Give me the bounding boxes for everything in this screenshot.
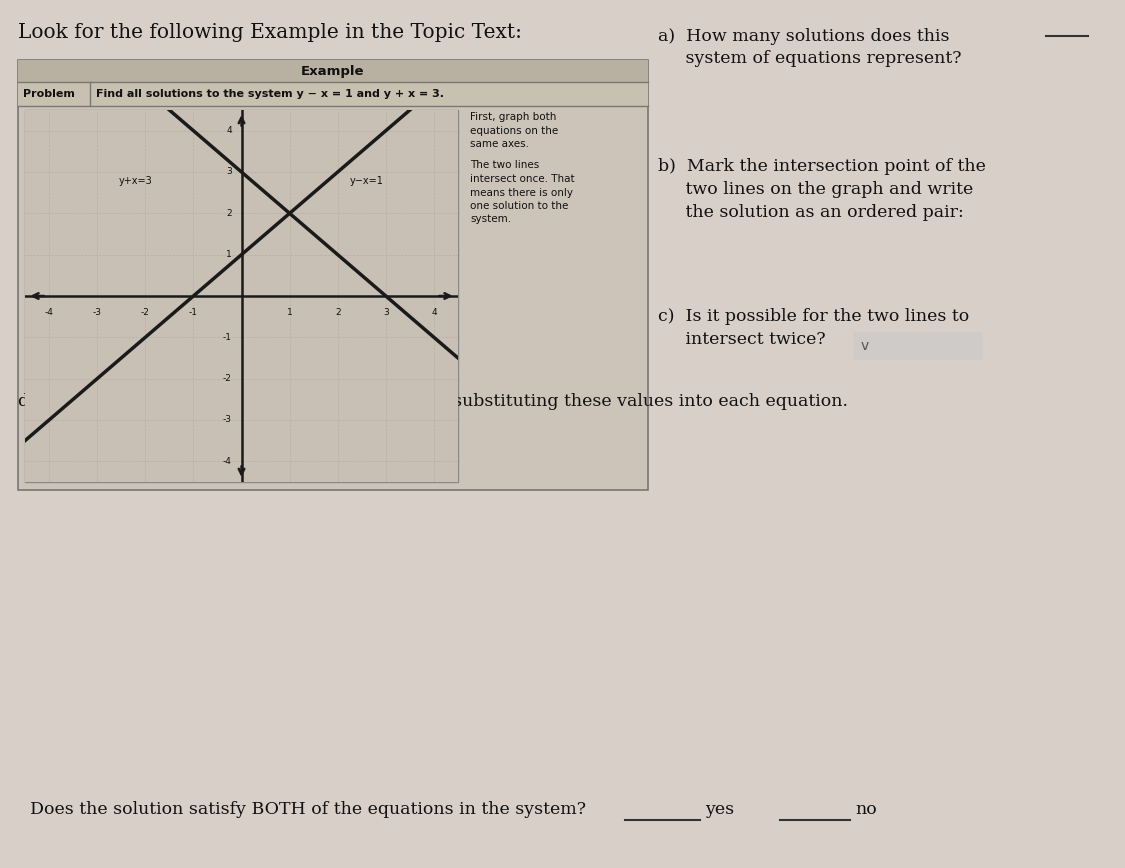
Bar bbox=[18, 60, 648, 490]
Text: Example: Example bbox=[302, 64, 364, 77]
Text: -3: -3 bbox=[92, 308, 101, 318]
Text: y−x=1: y−x=1 bbox=[350, 176, 384, 187]
Text: v: v bbox=[861, 339, 870, 353]
Text: Does the solution satisfy BOTH of the equations in the system?: Does the solution satisfy BOTH of the eq… bbox=[30, 801, 586, 818]
Text: same axes.: same axes. bbox=[470, 139, 529, 149]
Text: -2: -2 bbox=[141, 308, 150, 318]
Text: Problem: Problem bbox=[22, 89, 75, 99]
Text: Look for the following Example in the Topic Text:: Look for the following Example in the To… bbox=[18, 23, 522, 42]
Text: b)  Mark the intersection point of the: b) Mark the intersection point of the bbox=[658, 158, 986, 175]
Text: -3: -3 bbox=[223, 416, 232, 424]
Text: 2: 2 bbox=[226, 209, 232, 218]
Text: the solution as an ordered pair:: the solution as an ordered pair: bbox=[658, 204, 964, 221]
Text: The two lines: The two lines bbox=[470, 161, 539, 170]
Text: -2: -2 bbox=[223, 374, 232, 383]
Text: d)  Show the Algebraic check for this solution by substituting these values into: d) Show the Algebraic check for this sol… bbox=[18, 393, 848, 410]
Text: Find all solutions to the system y − x = 1 and y + x = 3.: Find all solutions to the system y − x =… bbox=[96, 89, 444, 99]
Text: one solution to the: one solution to the bbox=[470, 201, 568, 211]
Bar bbox=[18, 60, 648, 82]
Text: -4: -4 bbox=[223, 457, 232, 466]
Text: y+x=3: y+x=3 bbox=[119, 176, 153, 187]
Text: First, graph both: First, graph both bbox=[470, 112, 557, 122]
Text: yes: yes bbox=[705, 801, 735, 818]
Text: 1: 1 bbox=[226, 250, 232, 260]
Text: c)  Is it possible for the two lines to: c) Is it possible for the two lines to bbox=[658, 308, 970, 325]
Text: intersect twice?: intersect twice? bbox=[658, 331, 826, 348]
Text: 4: 4 bbox=[226, 126, 232, 135]
Text: -1: -1 bbox=[189, 308, 198, 318]
Text: 3: 3 bbox=[226, 168, 232, 176]
Text: a)  How many solutions does this: a) How many solutions does this bbox=[658, 28, 950, 45]
Text: equations on the: equations on the bbox=[470, 126, 558, 135]
Bar bbox=[853, 332, 983, 360]
Text: 2: 2 bbox=[335, 308, 341, 318]
Text: intersect once. That: intersect once. That bbox=[470, 174, 575, 184]
Text: 1: 1 bbox=[287, 308, 292, 318]
Text: 4: 4 bbox=[431, 308, 436, 318]
Text: -1: -1 bbox=[223, 332, 232, 342]
Text: no: no bbox=[855, 801, 876, 818]
Bar bbox=[25, 110, 458, 482]
Text: means there is only: means there is only bbox=[470, 187, 573, 198]
Text: 3: 3 bbox=[382, 308, 389, 318]
Text: system.: system. bbox=[470, 214, 511, 225]
Text: -4: -4 bbox=[45, 308, 54, 318]
Text: system of equations represent?: system of equations represent? bbox=[658, 50, 962, 67]
Text: two lines on the graph and write: two lines on the graph and write bbox=[658, 181, 973, 198]
Bar bbox=[18, 82, 648, 106]
